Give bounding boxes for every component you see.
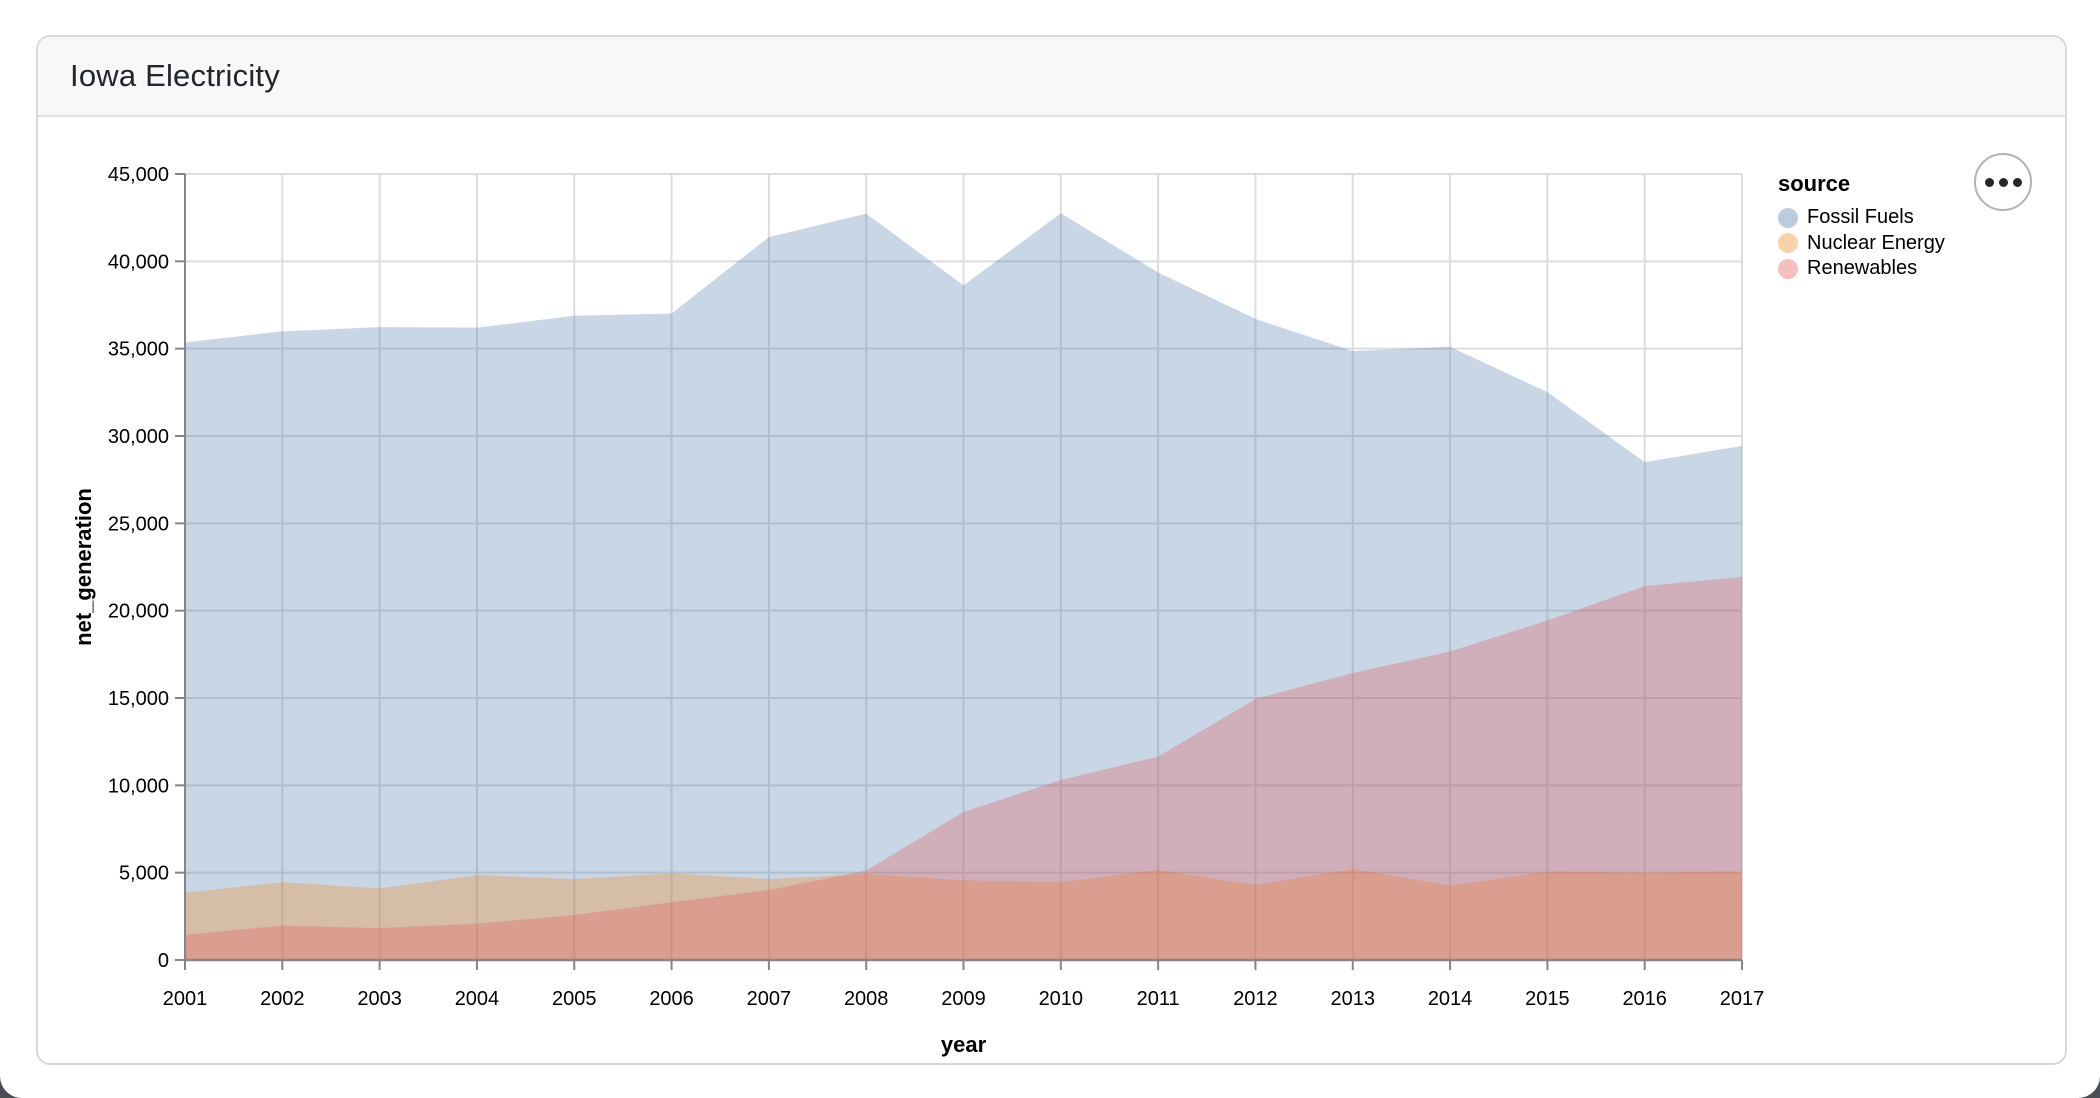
- x-tick-label: 2002: [260, 988, 305, 1010]
- legend-label: Nuclear Energy: [1807, 231, 1945, 254]
- options-menu-button[interactable]: [1974, 153, 2032, 211]
- legend-swatch-nuclear-energy: [1778, 233, 1798, 254]
- chart-svg: 0 5,000 10,000 15,000 20,000 25,000 30,000 35,0…: [71, 164, 1765, 1057]
- x-tick-label: 2006: [649, 988, 694, 1010]
- legend-items: Fossil Fuels Nuclear Energy Renewables: [1778, 205, 2058, 282]
- card-header: Iowa Electricity: [38, 37, 2065, 117]
- y-tick-label: 25,000: [108, 513, 169, 535]
- x-axis: 2001 2002 2003 2004 2005 2006 2007 2008 2009 2010…: [163, 960, 1765, 1010]
- y-tick-label: 35,000: [108, 339, 169, 361]
- x-tick-label: 2004: [455, 988, 500, 1010]
- x-tick-label: 2011: [1137, 988, 1180, 1010]
- x-tick-label: 2005: [552, 988, 597, 1010]
- y-tick-label: 40,000: [108, 251, 169, 273]
- x-tick-label: 2013: [1331, 988, 1376, 1010]
- legend-swatch-fossil-fuels: [1778, 207, 1798, 228]
- legend-title: source: [1778, 171, 1851, 196]
- areas: [185, 213, 1742, 961]
- y-tick-label: 10,000: [108, 775, 169, 797]
- y-tick-label: 20,000: [108, 601, 169, 623]
- y-tick-label: 45,000: [108, 164, 169, 186]
- y-tick-label: 30,000: [108, 426, 169, 448]
- legend-item-fossil-fuels: Fossil Fuels: [1778, 205, 2058, 231]
- page-title: Iowa Electricity: [70, 58, 280, 93]
- legend: source Fossil Fuels Nuclear Energy Renewab…: [1778, 172, 2058, 282]
- x-tick-label: 2008: [844, 988, 889, 1010]
- legend-label: Fossil Fuels: [1807, 206, 1914, 229]
- x-tick-label: 2009: [941, 988, 986, 1010]
- x-tick-label: 2007: [747, 988, 792, 1010]
- y-tick-label: 5,000: [119, 863, 169, 885]
- x-tick-label: 2014: [1428, 988, 1473, 1010]
- card-body: 0 5,000 10,000 15,000 20,000 25,000 30,000 35,0…: [38, 117, 2065, 1063]
- legend-item-renewables: Renewables: [1778, 256, 2058, 282]
- x-tick-label: 2001: [163, 988, 208, 1010]
- x-tick-label: 2003: [357, 988, 402, 1010]
- y-tick-label: 15,000: [108, 688, 169, 710]
- y-axis: 0 5,000 10,000 15,000 20,000 25,000 30,000 35,0…: [108, 164, 185, 972]
- legend-label: Renewables: [1807, 257, 1918, 280]
- y-tick-label: 0: [158, 950, 169, 972]
- x-axis-title: year: [941, 1032, 987, 1057]
- area-nuclear-energy: [185, 868, 1742, 960]
- grid: [184, 173, 1743, 960]
- x-tick-label: 2016: [1622, 988, 1667, 1010]
- area-fossil-fuels: [185, 213, 1742, 961]
- x-tick-label: 2010: [1039, 988, 1084, 1010]
- ellipsis-icon: [1984, 177, 2022, 187]
- area-renewables: [185, 576, 1742, 960]
- y-axis-title: net_generation: [71, 488, 96, 646]
- chart-card: Iowa Electricity 0 5,000 10,000 15,000 20,00…: [36, 35, 2067, 1065]
- x-tick-label: 2017: [1720, 988, 1765, 1010]
- x-tick-label: 2015: [1525, 988, 1570, 1010]
- legend-swatch-renewables: [1778, 258, 1798, 279]
- x-tick-label: 2012: [1233, 988, 1278, 1010]
- legend-item-nuclear-energy: Nuclear Energy: [1778, 231, 2058, 257]
